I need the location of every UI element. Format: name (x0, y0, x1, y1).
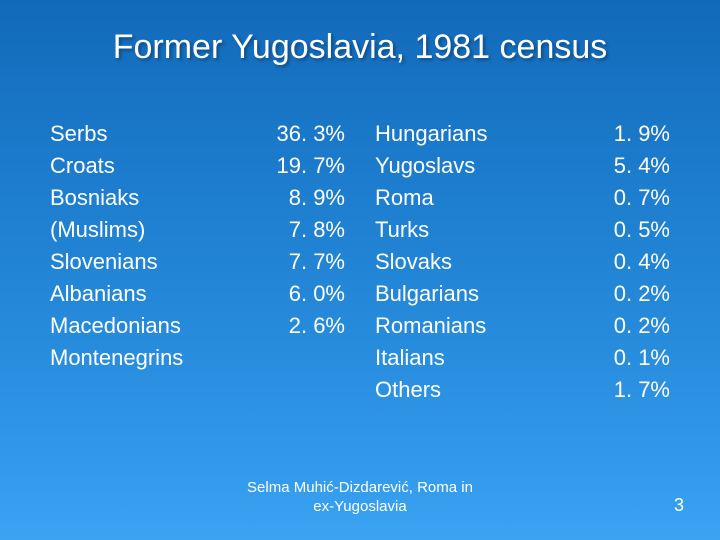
left-labels: Serbs Croats Bosniaks (Muslims) Slovenia… (50, 118, 265, 406)
value: 2. 6% (265, 310, 345, 342)
left-values: 36. 3% 19. 7% 8. 9% 7. 8% 7. 7% 6. 0% 2.… (265, 118, 345, 406)
label: Slovenians (50, 246, 265, 278)
value: 8. 9% (265, 182, 345, 214)
label: Bosniaks (50, 182, 265, 214)
label: Macedonians (50, 310, 265, 342)
footer-citation: Selma Muhić-Dizdarević, Roma in ex-Yugos… (0, 478, 720, 516)
value: 0. 1% (590, 342, 670, 374)
label: Albanians (50, 278, 265, 310)
value: 1. 9% (590, 118, 670, 150)
label: Slovaks (375, 246, 590, 278)
value: 6. 0% (265, 278, 345, 310)
value: 1. 7% (590, 374, 670, 406)
value: 0. 5% (590, 214, 670, 246)
value: 0. 2% (590, 278, 670, 310)
content-area: Serbs Croats Bosniaks (Muslims) Slovenia… (50, 118, 670, 406)
value: 19. 7% (265, 150, 345, 182)
label: Yugoslavs (375, 150, 590, 182)
right-column: Hungarians Yugoslavs Roma Turks Slovaks … (375, 118, 670, 406)
label: Hungarians (375, 118, 590, 150)
left-column: Serbs Croats Bosniaks (Muslims) Slovenia… (50, 118, 345, 406)
footer-line-1: Selma Muhić-Dizdarević, Roma in (247, 479, 473, 496)
label: Serbs (50, 118, 265, 150)
label: Roma (375, 182, 590, 214)
label: Croats (50, 150, 265, 182)
value: 5. 4% (590, 150, 670, 182)
footer-line-2: ex-Yugoslavia (313, 498, 406, 515)
value: 0. 7% (590, 182, 670, 214)
right-labels: Hungarians Yugoslavs Roma Turks Slovaks … (375, 118, 590, 406)
value: 0. 2% (590, 310, 670, 342)
label: Romanians (375, 310, 590, 342)
label: Turks (375, 214, 590, 246)
right-values: 1. 9% 5. 4% 0. 7% 0. 5% 0. 4% 0. 2% 0. 2… (590, 118, 670, 406)
value: 0. 4% (590, 246, 670, 278)
value: 7. 8% (265, 214, 345, 246)
label: Others (375, 374, 590, 406)
value: 7. 7% (265, 246, 345, 278)
slide-title: Former Yugoslavia, 1981 census (0, 28, 720, 67)
label: Italians (375, 342, 590, 374)
value: 36. 3% (265, 118, 345, 150)
label: Montenegrins (50, 342, 265, 374)
label: Bulgarians (375, 278, 590, 310)
page-number: 3 (674, 495, 684, 516)
label: (Muslims) (50, 214, 265, 246)
